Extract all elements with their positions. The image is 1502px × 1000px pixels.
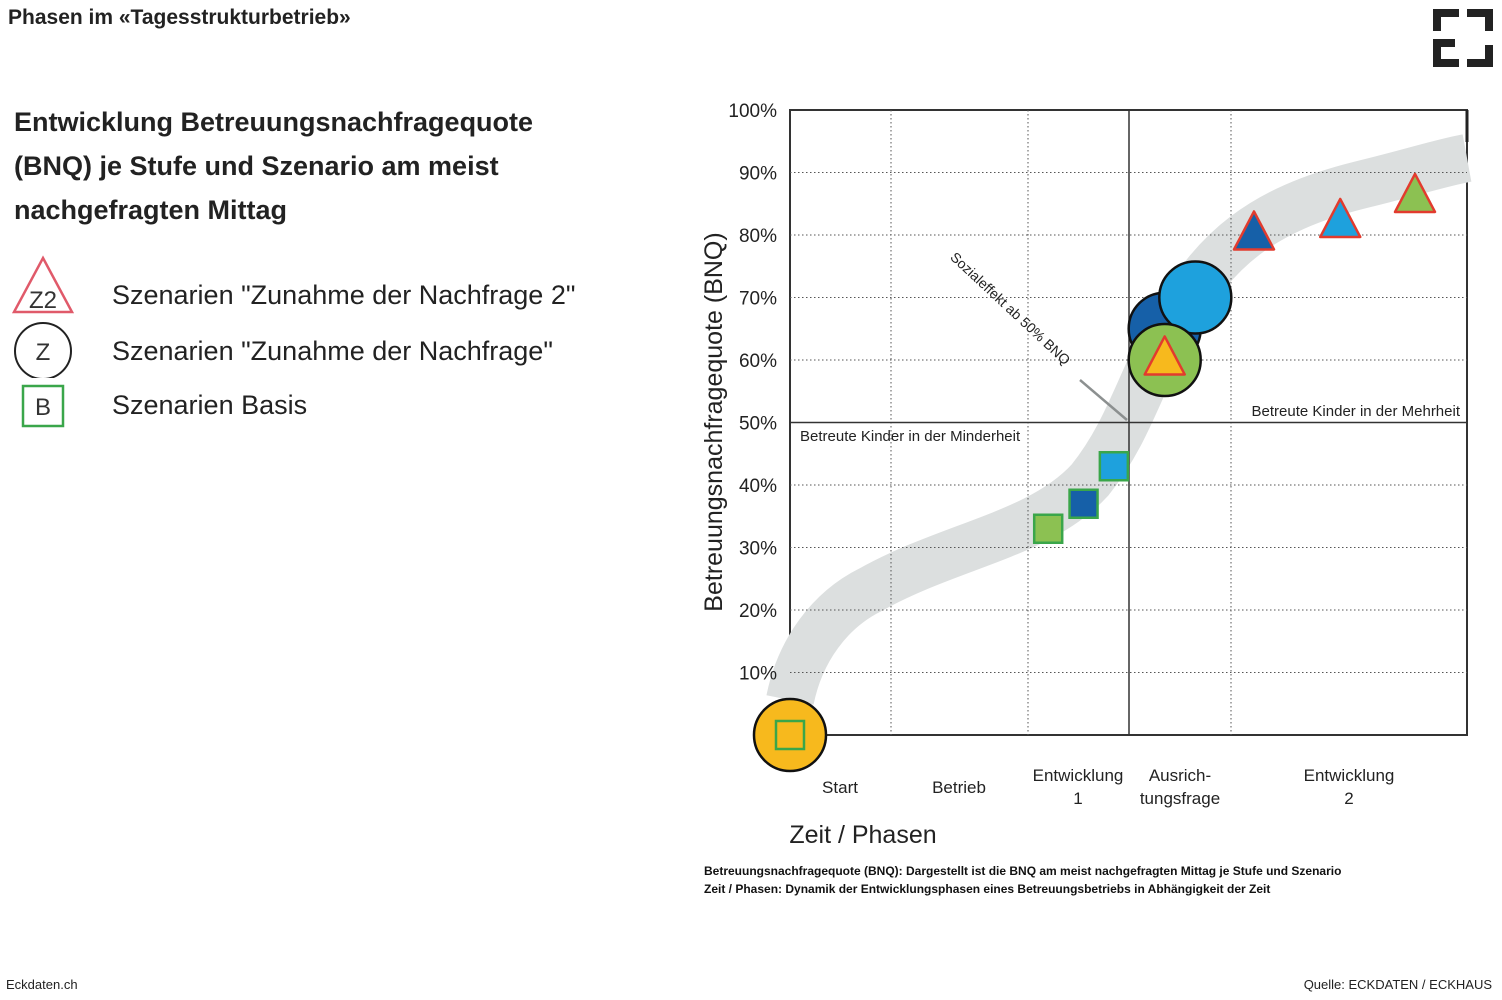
legend-label: Szenarien Basis [112,390,308,420]
heading-line: (BNQ) je Stufe und Szenario am meist [14,151,499,181]
y-tick-label: 40% [739,476,777,497]
point-square-b [774,719,806,751]
social-effect-pointer [1079,379,1128,421]
point-triangle-z2 [1143,335,1186,376]
y-tick-label: 10% [739,664,777,685]
footnote-phases: Zeit / Phasen: Dynamik der Entwicklungsp… [704,882,1271,896]
footer-source: Quelle: ECKDATEN / ECKHAUS [1303,977,1492,992]
x-phase-label: Start [822,778,858,797]
legend-item-z2: Z2 Szenarien "Zunahme der Nachfrage 2" [12,252,652,314]
legend-label: Szenarien "Zunahme der Nachfrage" [112,336,553,366]
square-icon: B [21,384,65,428]
x-phase-label: 2 [1344,789,1353,808]
x-phase-label: Entwicklung [1304,766,1395,785]
y-tick-label: 100% [728,101,777,122]
eckhaus-logo [1433,9,1493,67]
y-tick-label: 20% [739,601,777,622]
point-triangle-z2 [1393,172,1437,214]
point-square-b [1032,513,1064,544]
heading-line: Entwicklung Betreuungsnachfragequote [14,107,534,137]
legend-item-b: B Szenarien Basis [12,380,652,434]
x-phase-label: Entwicklung [1033,766,1124,785]
legend-label: Szenarien "Zunahme der Nachfrage 2" [112,280,576,310]
chart-heading: Entwicklung Betreuungsnachfragequote (BN… [14,100,654,232]
legend-item-z: Z Szenarien "Zunahme der Nachfrage" [12,316,652,378]
heading-line: nachgefragten Mittag [14,195,288,225]
page-title: Phasen im «Tagesstrukturbetrieb» [8,6,351,29]
y-tick-label: 60% [739,351,777,372]
x-axis-label: Zeit / Phasen [789,821,936,849]
circle-icon: Z [14,322,72,378]
y-tick-label: 80% [739,226,777,247]
point-triangle-z2 [1319,197,1362,239]
x-phase-label: Ausrich- [1149,766,1211,785]
x-phase-label: 1 [1073,789,1082,808]
legend-symbol-text: Z2 [29,287,57,314]
point-triangle-z2 [1232,210,1276,251]
triangle-icon: Z2 [12,255,75,314]
legend-symbol-text: Z [36,339,51,366]
y-tick-label: 50% [739,414,777,435]
point-square-b [1068,488,1099,519]
footnote-bnq: Betreuungsnachfragequote (BNQ): Dargeste… [704,864,1342,878]
y-axis-label: Betreuungsnachfragequote (BNQ) [700,232,728,611]
footnotes: Betreuungsnachfragequote (BNQ): Dargeste… [704,862,1341,898]
y-tick-label: 70% [739,289,777,310]
x-phase-label: tungsfrage [1140,789,1220,808]
footer-source-site: Eckdaten.ch [6,977,78,992]
annotation-majority: Betreute Kinder in der Mehrheit [1252,403,1461,420]
annotation-minority: Betreute Kinder in der Minderheit [800,428,1021,445]
point-circle-z [1158,260,1233,335]
point-square-b [1098,451,1130,482]
y-tick-label: 30% [739,539,777,560]
legend-symbol-text: B [35,394,51,421]
y-tick-label: 90% [739,164,777,185]
x-phase-label: Betrieb [932,778,986,797]
